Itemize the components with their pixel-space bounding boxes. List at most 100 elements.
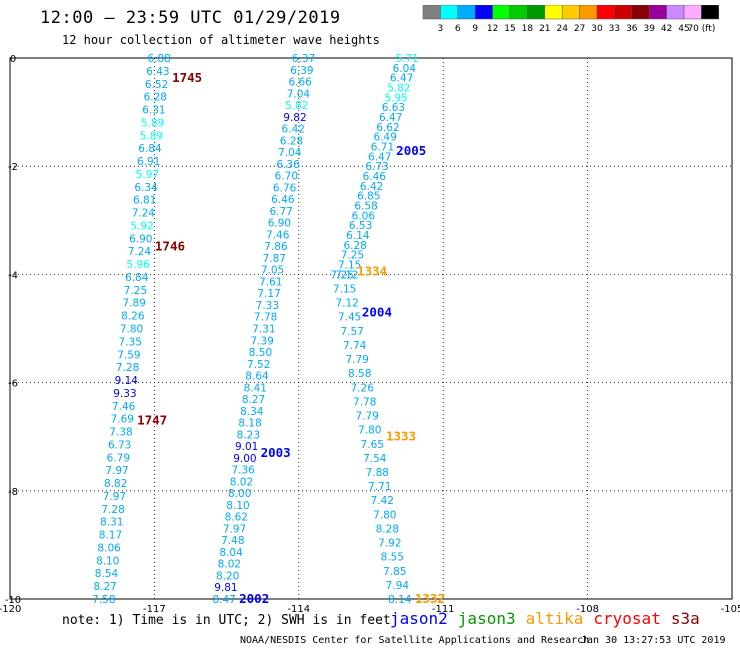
wave-height-value: 7.78 (254, 312, 277, 324)
x-tick-label: -105 (721, 604, 740, 615)
wave-height-value: 6.47 (368, 151, 391, 163)
wave-height-value: 7.79 (345, 354, 368, 366)
wave-height-value: 8.14 (388, 594, 412, 606)
color-scale-label: 12 (487, 24, 498, 34)
color-scale-label: 18 (522, 24, 534, 34)
wave-height-value: 7.12 (335, 298, 358, 310)
wave-height-value: 6.70 (275, 171, 298, 183)
wave-height-value: 6.66 (288, 77, 312, 89)
wave-height-value: 7.28 (101, 504, 124, 516)
wave-height-value: 7.89 (122, 298, 145, 310)
wave-height-value: 7.39 (250, 335, 273, 347)
satellite-legend: jason2 jason3 altika cryosat s3a (390, 609, 710, 628)
wave-height-value: 6.42 (360, 181, 383, 193)
color-scale-label: 3 (438, 24, 444, 34)
wave-height-value: 7.04 (278, 147, 302, 159)
wave-height-value: 6.90 (129, 233, 152, 245)
wave-height-value: 9.14 (115, 375, 139, 387)
wave-height-value: 7.12 (335, 269, 358, 281)
wave-height-value: 6.63 (382, 102, 405, 114)
pass-time-label: 1746 (155, 238, 185, 253)
y-tick-label: -8 (8, 487, 18, 498)
wave-height-value: 7.69 (111, 414, 134, 426)
x-tick-label: -111 (432, 604, 455, 615)
color-scale-label: 39 (643, 24, 655, 34)
wave-height-value: 6.39 (290, 65, 313, 77)
wave-height-value: 6.42 (282, 124, 305, 136)
wave-height-value: 7.65 (361, 439, 384, 451)
color-scale-label: 33 (609, 24, 620, 34)
wave-height-value: 6.36 (276, 159, 300, 171)
wave-height-value: 8.64 (245, 371, 269, 383)
color-scale-label: 24 (556, 24, 568, 34)
y-tick-label: -6 (8, 379, 18, 390)
wave-height-value: 8.58 (348, 368, 371, 380)
wave-height-value: 8.04 (219, 547, 243, 559)
wave-height-value: 7.15 (333, 284, 356, 296)
pass-time-label: 2003 (261, 445, 291, 460)
wave-height-value: 7.71 (368, 481, 391, 493)
track-1: 6.376.396.667.045.829.826.426.287.046.36… (212, 53, 315, 606)
wave-height-value: 7.38 (109, 427, 132, 439)
wave-height-value: 8.62 (225, 512, 248, 524)
wave-height-value: 7.04 (287, 88, 311, 100)
track-2: 5.716.046.475.825.956.636.476.626.496.71… (335, 53, 426, 319)
wave-height-value: 6.37 (292, 53, 315, 65)
track-3: 7.25 7.15 7.12 7.45 7.57 7.74 7.79 8.58 7.26 7.78… (330, 264, 445, 606)
color-scale-label: 42 (661, 24, 672, 34)
wave-height-value: 7.54 (363, 453, 387, 465)
color-scale-label: 15 (504, 24, 515, 34)
wave-height-value: 7.74 (343, 340, 367, 352)
pass-time-label: 2005 (396, 143, 426, 158)
wave-height-value: 6.79 (107, 452, 130, 464)
wave-height-value: 9.82 (283, 112, 306, 124)
wave-height-value: 7.94 (386, 580, 410, 592)
wave-height-value: 7.79 (356, 411, 379, 423)
wave-height-value: 5.89 (140, 130, 163, 142)
wave-height-value: 7.35 (119, 336, 142, 348)
wave-height-value: 6.76 (273, 182, 297, 194)
wave-height-value: 6.28 (280, 135, 303, 147)
wave-height-value: 7.59 (117, 349, 140, 361)
wave-height-value: 7.24 (128, 246, 152, 258)
color-swatch (701, 5, 720, 20)
wave-height-value: 7.85 (383, 566, 406, 578)
pass-time-label: 1745 (172, 70, 202, 85)
wave-height-value: 5.82 (387, 83, 410, 95)
x-tick-label: -117 (143, 604, 166, 615)
wave-height-value: 7.57 (340, 326, 363, 338)
wave-height-value: 7.78 (353, 396, 376, 408)
wave-height-value: 8.50 (249, 347, 272, 359)
wave-height-value: 6.46 (363, 171, 387, 183)
wave-height-value: 8.02 (230, 476, 253, 488)
x-tick-label: -114 (287, 604, 310, 615)
wave-height-value: 6.77 (269, 206, 292, 218)
wave-height-value: 7.48 (221, 535, 244, 547)
wave-height-value: 9.81 (214, 582, 237, 594)
wave-height-value: 5.92 (130, 220, 153, 232)
wave-height-value: 8.47 (212, 594, 235, 606)
wave-height-value: 7.31 (252, 324, 275, 336)
y-tick-label: -4 (8, 270, 18, 281)
wave-height-value: 8.20 (216, 570, 239, 582)
wave-height-value: 6.84 (138, 143, 162, 155)
wave-height-value: 7.33 (256, 300, 279, 312)
color-scale-label: 9 (472, 24, 478, 34)
wave-height-value: 7.25 (124, 285, 147, 297)
wave-height-value: 6.84 (125, 272, 149, 284)
wave-height-value: 7.45 (338, 312, 361, 324)
x-tick-label: -108 (576, 604, 599, 615)
wave-height-value: 8.10 (96, 555, 119, 567)
wave-height-value: 8.54 (95, 568, 119, 580)
satellite-legend-altika: altika (525, 609, 584, 628)
wave-height-value: 8.26 (121, 311, 145, 323)
wave-height-value: 8.18 (238, 418, 261, 430)
wave-height-value: 9.00 (233, 453, 256, 465)
wave-height-value: 7.80 (120, 324, 143, 336)
wave-height-value: 8.00 (228, 488, 251, 500)
y-tick-label: -10 (5, 595, 21, 606)
wave-height-value: 6.14 (346, 230, 370, 242)
wave-height-value: 5.97 (136, 169, 159, 181)
track-0: 6.886.436.526.286.315.895.896.846.915.97… (92, 53, 202, 606)
